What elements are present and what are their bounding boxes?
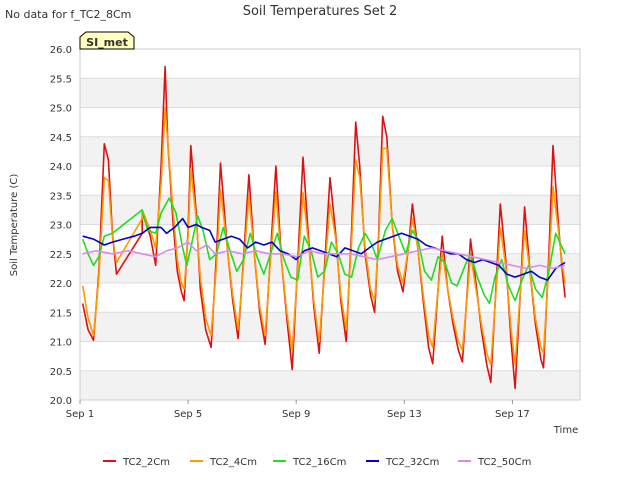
y-tick-label: 23.0 [50,221,72,232]
y-tick-label: 24.0 [50,162,72,173]
y-tick-label: 21.5 [50,308,72,319]
x-tick-label: Sep 17 [495,409,530,420]
y-tick-label: 23.5 [50,191,72,202]
x-tick-label: Sep 1 [66,409,94,420]
plot-area [79,48,581,401]
legend: TC2_2Cm TC2_4Cm TC2_16Cm TC2_32Cm TC2_50Cm [103,457,531,468]
grid-band [80,370,580,400]
grid-band [80,312,580,342]
legend-label: TC2_16Cm [292,457,346,468]
series-line-tc2-16cm [81,197,566,305]
grid-band [80,136,580,166]
no-data-note: No data for f_TC2_8Cm [5,8,131,21]
series-line-tc2-4cm [81,106,566,366]
station-tag-box [79,31,135,50]
y-axis-label: Soil Temperature (C) [9,174,20,277]
y-tick-label: 22.0 [50,279,72,290]
plot-background-bands [80,78,580,400]
y-tick-label: 25.5 [50,74,72,85]
grid-band [80,78,580,108]
chart-title: Soil Temperatures Set 2 [243,4,398,19]
station-tag-label: SI_met [86,36,128,49]
y-tick-label: 26.0 [50,45,72,56]
y-tick-label: 21.0 [50,338,72,349]
station-tag: SI_met [79,31,135,50]
legend-label: TC2_2Cm [122,457,170,468]
x-axis-ticks: Sep 1 Sep 5 Sep 9 Sep 13 Sep 17 [66,400,530,420]
legend-label: TC2_50Cm [477,457,531,468]
legend-label: TC2_4Cm [209,457,257,468]
x-tick-label: Sep 9 [282,409,310,420]
y-tick-label: 22.5 [50,250,72,261]
y-tick-label: 25.0 [50,104,72,115]
legend-label: TC2_32Cm [385,457,439,468]
y-tick-label: 24.5 [50,133,72,144]
y-tick-label: 20.5 [50,367,72,378]
x-axis-label: Time [553,425,578,436]
y-tick-label: 20.0 [50,396,72,407]
series-lines [81,65,566,390]
y-axis-ticks: 20.0 20.5 21.0 21.5 22.0 22.5 23.0 23.5 24.0 24.5… [50,45,72,407]
series-line-tc2-50cm [82,241,566,270]
x-tick-label: Sep 5 [174,409,202,420]
x-tick-label: Sep 13 [387,409,422,420]
